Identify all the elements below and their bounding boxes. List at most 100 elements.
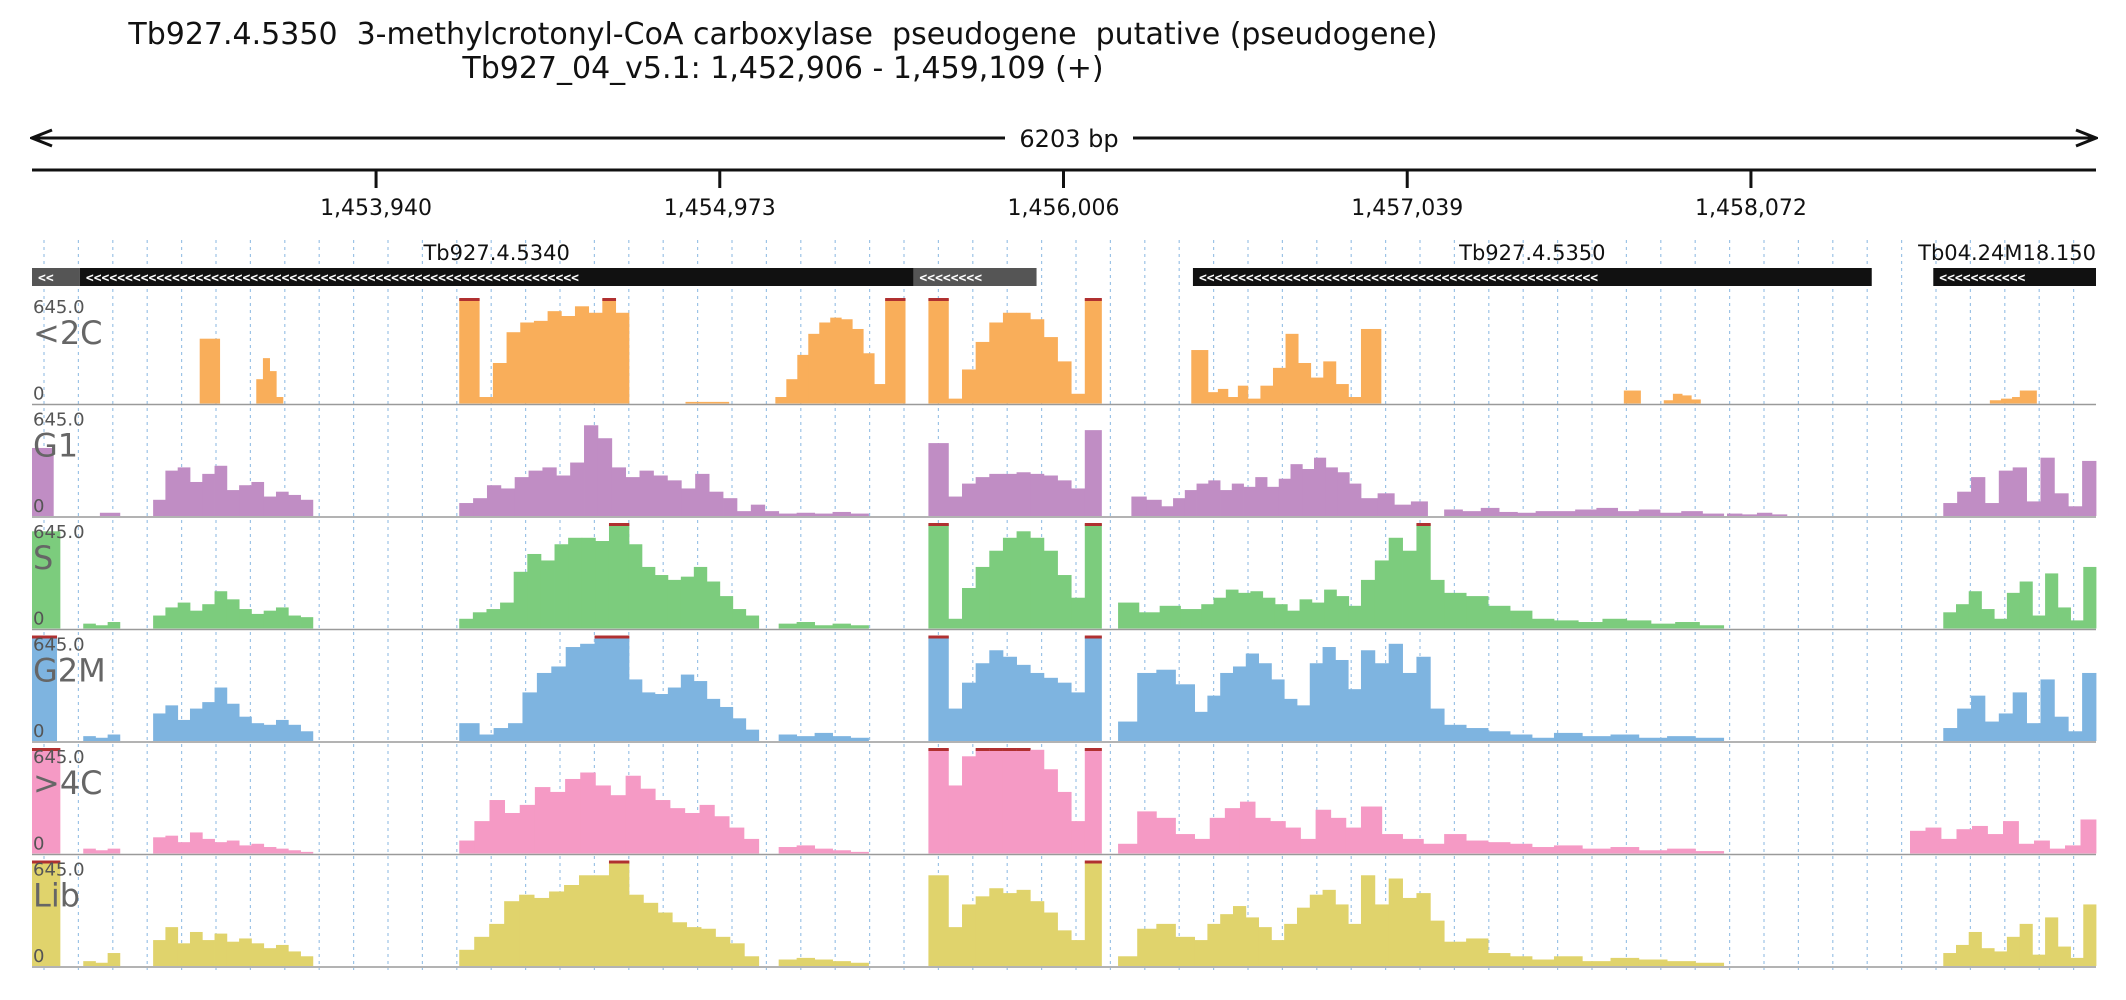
coverage-bar <box>226 840 240 854</box>
coverage-bar <box>1667 736 1696 741</box>
coverage-bar <box>1247 398 1261 404</box>
coverage-bar <box>1909 830 1926 854</box>
coverage-bar <box>2068 506 2083 516</box>
coverage-bar <box>214 842 228 854</box>
coverage-bar <box>706 698 721 741</box>
coverage-bar <box>1175 834 1196 854</box>
coverage-bar <box>948 398 963 404</box>
coverage-bar <box>655 800 671 854</box>
coverage-tracks: 645.00<2C645.00G1645.00S645.00G2M645.00>… <box>32 297 2097 968</box>
coverage-bar <box>514 477 529 516</box>
coverage-bar <box>570 462 585 516</box>
clip-marker <box>608 523 630 526</box>
coverage-bar <box>574 306 590 404</box>
coverage-bar <box>1553 956 1583 966</box>
coverage-track-lib: 645.0 0 Lib <box>32 860 2097 968</box>
coverage-bar <box>1016 531 1031 629</box>
coverage-bar <box>852 328 864 404</box>
clip-marker <box>1016 748 1031 751</box>
coverage-bar <box>1638 850 1668 854</box>
coverage-bar <box>579 875 595 966</box>
coverage-bar <box>1388 537 1403 629</box>
gene-label: Tb04.24M18.150 <box>1917 241 2096 265</box>
coverage-bar <box>653 475 668 516</box>
coverage-bar <box>1043 769 1058 854</box>
coverage-bar <box>1971 695 1986 741</box>
coverage-bar <box>608 636 630 741</box>
coverage-bar <box>962 904 977 966</box>
coverage-bar <box>165 470 179 516</box>
coverage-bar <box>1610 734 1640 741</box>
coverage-bar <box>1243 486 1256 516</box>
coverage-bar <box>214 933 228 966</box>
coverage-bar <box>1194 940 1208 966</box>
coverage-bar <box>1667 848 1696 854</box>
coverage-bar <box>989 473 1004 516</box>
coverage-bar <box>2083 904 2097 966</box>
coverage-bar <box>1310 377 1324 404</box>
coverage-bar <box>1057 791 1072 854</box>
coverage-bar <box>519 804 536 854</box>
coverage-bar <box>177 467 191 516</box>
coverage-bar <box>1695 851 1725 854</box>
coverage-bar <box>1043 550 1058 629</box>
coverage-bar <box>500 488 516 516</box>
coverage-bar <box>288 850 301 854</box>
coverage-bar <box>1510 734 1533 741</box>
coverage-bar <box>778 847 798 854</box>
coverage-bar <box>165 705 179 741</box>
coverage-bar <box>657 912 673 966</box>
coverage-bar <box>549 891 565 966</box>
coverage-bar <box>706 581 721 629</box>
coverage-bar <box>1348 689 1362 741</box>
coverage-bar <box>1955 604 1970 629</box>
coverage-bar <box>1300 838 1316 854</box>
track-name-label: G1 <box>33 427 78 465</box>
coverage-bar <box>214 687 228 741</box>
clip-marker <box>975 748 990 751</box>
coverage-bar <box>1402 672 1417 741</box>
coverage-bar <box>1348 923 1362 966</box>
coverage-bar <box>1030 537 1045 629</box>
coverage-bar <box>1968 591 1982 629</box>
coverage-bar <box>680 674 695 741</box>
coverage-bar <box>1002 537 1017 629</box>
clip-marker <box>885 298 906 301</box>
coverage-bar <box>1374 663 1390 741</box>
coverage-bar <box>239 845 252 854</box>
coverage-bar <box>226 599 240 629</box>
span-indicator: 6203 bp <box>32 125 2096 153</box>
coverage-bar <box>1299 599 1313 629</box>
gene-annotation-track: << <<<<<<<<<<<<<<<<<<<<<<<<<<<<<<<<<<<<<<… <box>32 241 2096 286</box>
coverage-bar <box>202 940 215 966</box>
coverage-bar <box>1360 328 1382 404</box>
coverage-bar <box>1118 956 1138 966</box>
clip-marker <box>32 635 58 639</box>
coverage-bar <box>693 566 708 629</box>
coverage-bar <box>534 787 551 854</box>
coverage-bar <box>1084 861 1102 966</box>
coverage-bar <box>778 959 798 966</box>
coverage-bar <box>263 847 277 854</box>
coverage-bar <box>814 848 833 854</box>
coverage-bar <box>1138 612 1161 629</box>
coverage-bar <box>1444 509 1463 516</box>
coverage-bar <box>732 718 747 741</box>
coverage-bar <box>595 785 611 854</box>
coverage-bar <box>263 948 277 966</box>
coverage-bar <box>269 371 277 404</box>
coverage-bar <box>1682 395 1692 404</box>
coverage-bar <box>551 666 567 741</box>
y-max-label: 645.0 <box>33 522 85 543</box>
coverage-bar <box>667 480 682 516</box>
coverage-bar <box>1255 817 1271 854</box>
coverage-bar <box>1224 808 1241 854</box>
coverage-bar <box>989 888 1004 966</box>
coverage-bar <box>251 843 265 854</box>
coverage-bar <box>1030 749 1045 854</box>
coverage-bar <box>1322 889 1336 966</box>
coverage-bar <box>1002 749 1017 854</box>
coverage-bar <box>615 312 630 404</box>
coverage-bar <box>1043 912 1058 966</box>
coverage-bar <box>719 706 734 741</box>
